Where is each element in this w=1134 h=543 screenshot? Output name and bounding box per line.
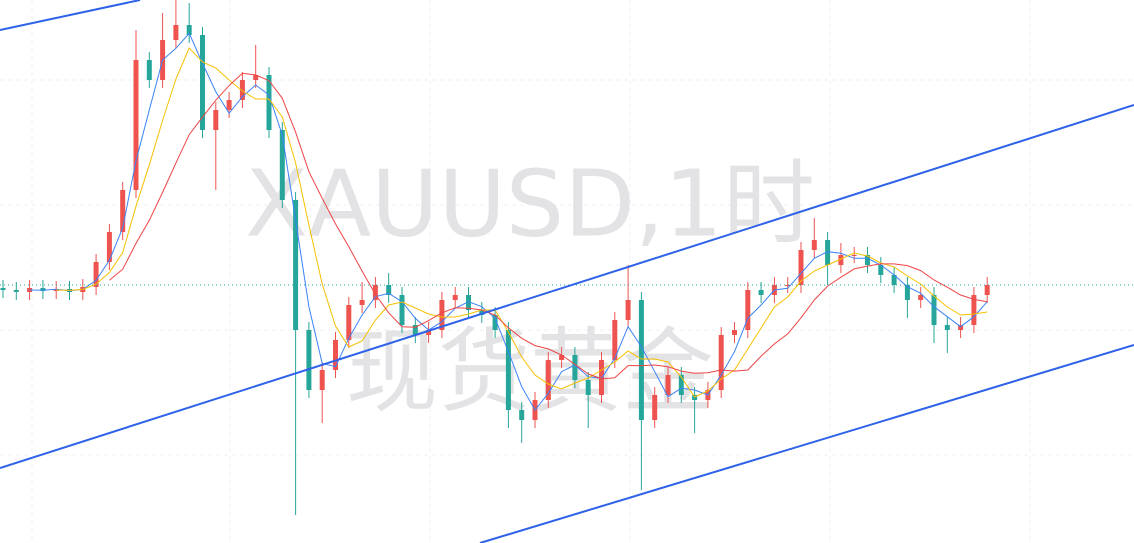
candle-body xyxy=(625,300,631,320)
candle-body xyxy=(825,240,831,265)
candle-body xyxy=(173,25,179,40)
candle-body xyxy=(253,75,259,80)
candle-body xyxy=(865,255,870,265)
trend-line xyxy=(479,344,1134,543)
candle-body xyxy=(572,355,578,380)
candle-body xyxy=(266,75,272,130)
candle-body xyxy=(851,255,857,256)
candle-body xyxy=(213,110,219,130)
moving-average xyxy=(56,47,988,398)
candle-body xyxy=(891,275,897,285)
candle-body xyxy=(904,285,910,300)
candle-body xyxy=(306,330,312,390)
candle-body xyxy=(399,295,405,325)
candle-body xyxy=(359,300,365,305)
candle-body xyxy=(239,80,245,100)
candle-body xyxy=(452,295,458,300)
candle-body xyxy=(958,325,964,330)
candle-body xyxy=(971,295,977,325)
candle-body xyxy=(785,285,791,286)
candle-body xyxy=(612,320,618,360)
candle-body xyxy=(146,60,152,80)
candle-body xyxy=(412,325,418,335)
candle-body xyxy=(0,288,6,290)
candle-body xyxy=(106,232,112,262)
candle-body xyxy=(758,290,764,295)
candle-body xyxy=(386,285,392,295)
candle-body xyxy=(545,360,551,400)
candle-body xyxy=(372,285,378,300)
candle-body xyxy=(984,285,990,295)
candle-body xyxy=(665,375,671,395)
candle-body xyxy=(279,130,285,200)
candle-body xyxy=(492,315,498,330)
candle-body xyxy=(878,265,884,275)
candle-body xyxy=(798,250,804,285)
marks xyxy=(0,0,1134,515)
candle-body xyxy=(678,375,684,395)
trend-line xyxy=(0,0,141,31)
candle-body xyxy=(479,310,485,315)
candle-body xyxy=(811,240,817,250)
candle-body xyxy=(732,330,737,335)
watermark: XAUUSD,1时 xyxy=(245,150,815,257)
candle-body xyxy=(293,200,299,330)
candle-body xyxy=(505,330,511,410)
candle-body xyxy=(93,262,99,287)
trend-line xyxy=(0,104,1134,469)
candle-body xyxy=(120,190,126,232)
candle-body xyxy=(226,100,232,110)
moving-average xyxy=(29,32,988,411)
candle-body xyxy=(200,35,205,130)
candle-body xyxy=(838,255,844,265)
candle-body xyxy=(319,370,325,390)
candle-body xyxy=(559,355,565,360)
candle-body xyxy=(638,300,644,420)
candle-body xyxy=(439,300,445,330)
candle-body xyxy=(652,395,658,420)
candle-body xyxy=(333,340,338,370)
candle-body xyxy=(426,330,432,335)
candle-body xyxy=(519,410,525,420)
candle-body xyxy=(745,290,751,330)
candle-body xyxy=(346,305,352,340)
candle-body xyxy=(718,335,724,390)
candle-body xyxy=(13,290,19,292)
candle-body xyxy=(931,295,937,325)
candle-body xyxy=(133,60,139,190)
moving-average xyxy=(109,72,988,380)
candle-body xyxy=(918,295,924,300)
candle-body xyxy=(186,25,192,35)
candle-body xyxy=(27,288,33,292)
watermark-sub: 现货黄金 xyxy=(346,318,714,425)
candle-body xyxy=(585,380,591,395)
candle-body xyxy=(944,325,950,330)
candle-body xyxy=(40,288,46,291)
candle-body xyxy=(466,295,471,310)
